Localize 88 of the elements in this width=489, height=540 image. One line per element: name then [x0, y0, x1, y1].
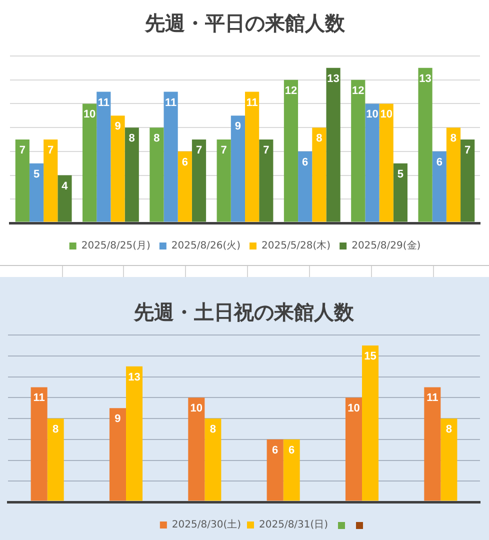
chart-title: 先週・土日祝の来館人数: [133, 300, 355, 324]
data-label: 15: [364, 350, 376, 362]
bar: [326, 68, 340, 222]
data-label: 4: [62, 180, 69, 192]
bar: [44, 140, 58, 222]
bar: [150, 128, 164, 222]
data-label: 6: [272, 444, 278, 456]
data-label: 10: [380, 108, 392, 121]
data-label: 7: [464, 144, 471, 157]
bar: [298, 151, 312, 222]
bar: [266, 439, 284, 501]
bar: [29, 163, 44, 222]
data-label: 13: [419, 72, 432, 85]
bar: [432, 151, 446, 222]
legend-label: 2025/8/25(月): [81, 240, 151, 252]
bar: [379, 104, 394, 222]
data-label: 7: [19, 144, 26, 157]
bar: [188, 398, 205, 501]
data-label: 10: [366, 108, 378, 121]
data-label: 8: [52, 424, 59, 436]
data-label: 6: [288, 444, 295, 456]
data-label: 12: [352, 84, 364, 97]
bar: [351, 80, 366, 222]
bar: [164, 92, 178, 222]
bar: [96, 92, 111, 222]
bar: [30, 387, 48, 501]
data-label: 6: [302, 156, 308, 168]
data-label: 7: [263, 144, 270, 157]
legend-label: 2025/5/28(木): [262, 240, 331, 252]
bar: [446, 128, 461, 222]
bar: [126, 366, 143, 501]
legend-label: 2025/8/29(金): [352, 240, 421, 252]
data-label: 5: [33, 168, 40, 180]
bar: [82, 104, 97, 222]
data-label: 6: [182, 156, 188, 168]
data-label: 10: [348, 402, 360, 415]
bar: [15, 140, 30, 222]
data-label: 12: [284, 84, 298, 97]
data-label: 7: [48, 144, 54, 157]
data-label: 10: [83, 108, 96, 121]
bar: [204, 418, 222, 501]
legend-label: 2025/8/30(土): [172, 518, 242, 531]
bar: [58, 175, 72, 222]
data-label: 8: [446, 424, 452, 436]
data-label: 8: [316, 132, 322, 145]
chart-title: 先週・平日の来館人数: [144, 11, 346, 36]
bar: [178, 151, 192, 222]
bar: [124, 128, 139, 222]
data-label: 13: [327, 72, 340, 85]
bar: [393, 163, 408, 222]
bar: [440, 418, 458, 501]
bar: [345, 398, 362, 501]
bar: [460, 140, 475, 222]
data-label: 6: [436, 156, 442, 168]
data-label: 8: [154, 132, 160, 145]
bar: [110, 116, 125, 222]
data-label: 9: [234, 120, 242, 133]
bar: [283, 439, 300, 501]
data-label: 8: [210, 424, 216, 436]
bar: [312, 128, 326, 222]
data-label: 8: [450, 132, 457, 145]
data-label: 13: [128, 371, 140, 384]
bar: [230, 116, 245, 222]
data-label: 11: [164, 96, 177, 109]
bar: [284, 80, 298, 222]
bar: [216, 140, 231, 222]
legend-label: 2025/8/26(火): [171, 240, 241, 252]
data-label: 11: [246, 96, 258, 109]
bar: [47, 418, 64, 501]
bar: [362, 345, 379, 501]
data-label: 11: [98, 96, 110, 109]
data-label: 7: [220, 144, 227, 157]
data-label: 9: [114, 120, 121, 133]
bar: [109, 408, 126, 501]
data-label: 7: [196, 144, 202, 157]
bar: [245, 92, 260, 222]
bar: [365, 104, 380, 222]
bar: [259, 140, 274, 222]
bar: [424, 387, 441, 501]
data-label: 11: [33, 392, 45, 404]
data-label: 11: [426, 392, 438, 404]
data-label: 5: [397, 168, 404, 180]
data-label: 10: [190, 402, 203, 415]
bar: [418, 68, 432, 222]
bar: [192, 140, 206, 222]
legend-label: 2025/8/31(日): [259, 520, 328, 531]
data-label: 8: [128, 132, 135, 145]
data-label: 9: [114, 413, 121, 426]
